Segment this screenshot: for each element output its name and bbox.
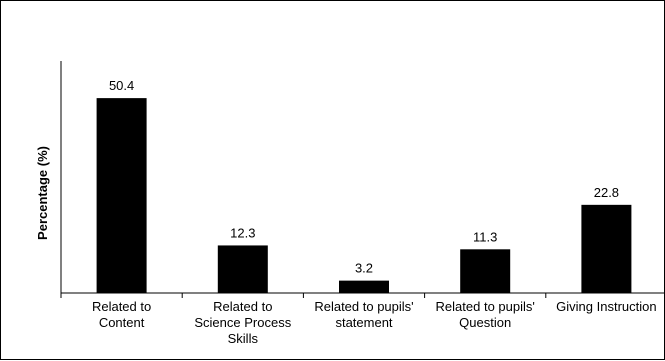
y-axis-title: Percentage (%) [35,146,50,240]
x-tick-label: Related to pupils' statement [314,299,413,330]
data-label: 50.4 [109,78,134,93]
x-tick-label: Related to Content [92,299,151,330]
data-label: 3.2 [355,261,373,276]
data-label: 11.3 [473,229,497,244]
bar [339,280,389,293]
data-label: 12.3 [230,225,255,240]
plot-area: 50.4 Related to Content 12.3 Related to Scien… [60,61,665,346]
bar [217,245,268,293]
x-tick-label: Giving Instruction [556,299,656,314]
bar [96,98,147,294]
bar [460,249,511,293]
x-tick-label: Related to Science Process Skills [194,299,291,346]
x-tick-label: Related to pupils' Question [436,299,535,330]
data-label: 22.8 [594,185,619,200]
bar [581,204,632,293]
